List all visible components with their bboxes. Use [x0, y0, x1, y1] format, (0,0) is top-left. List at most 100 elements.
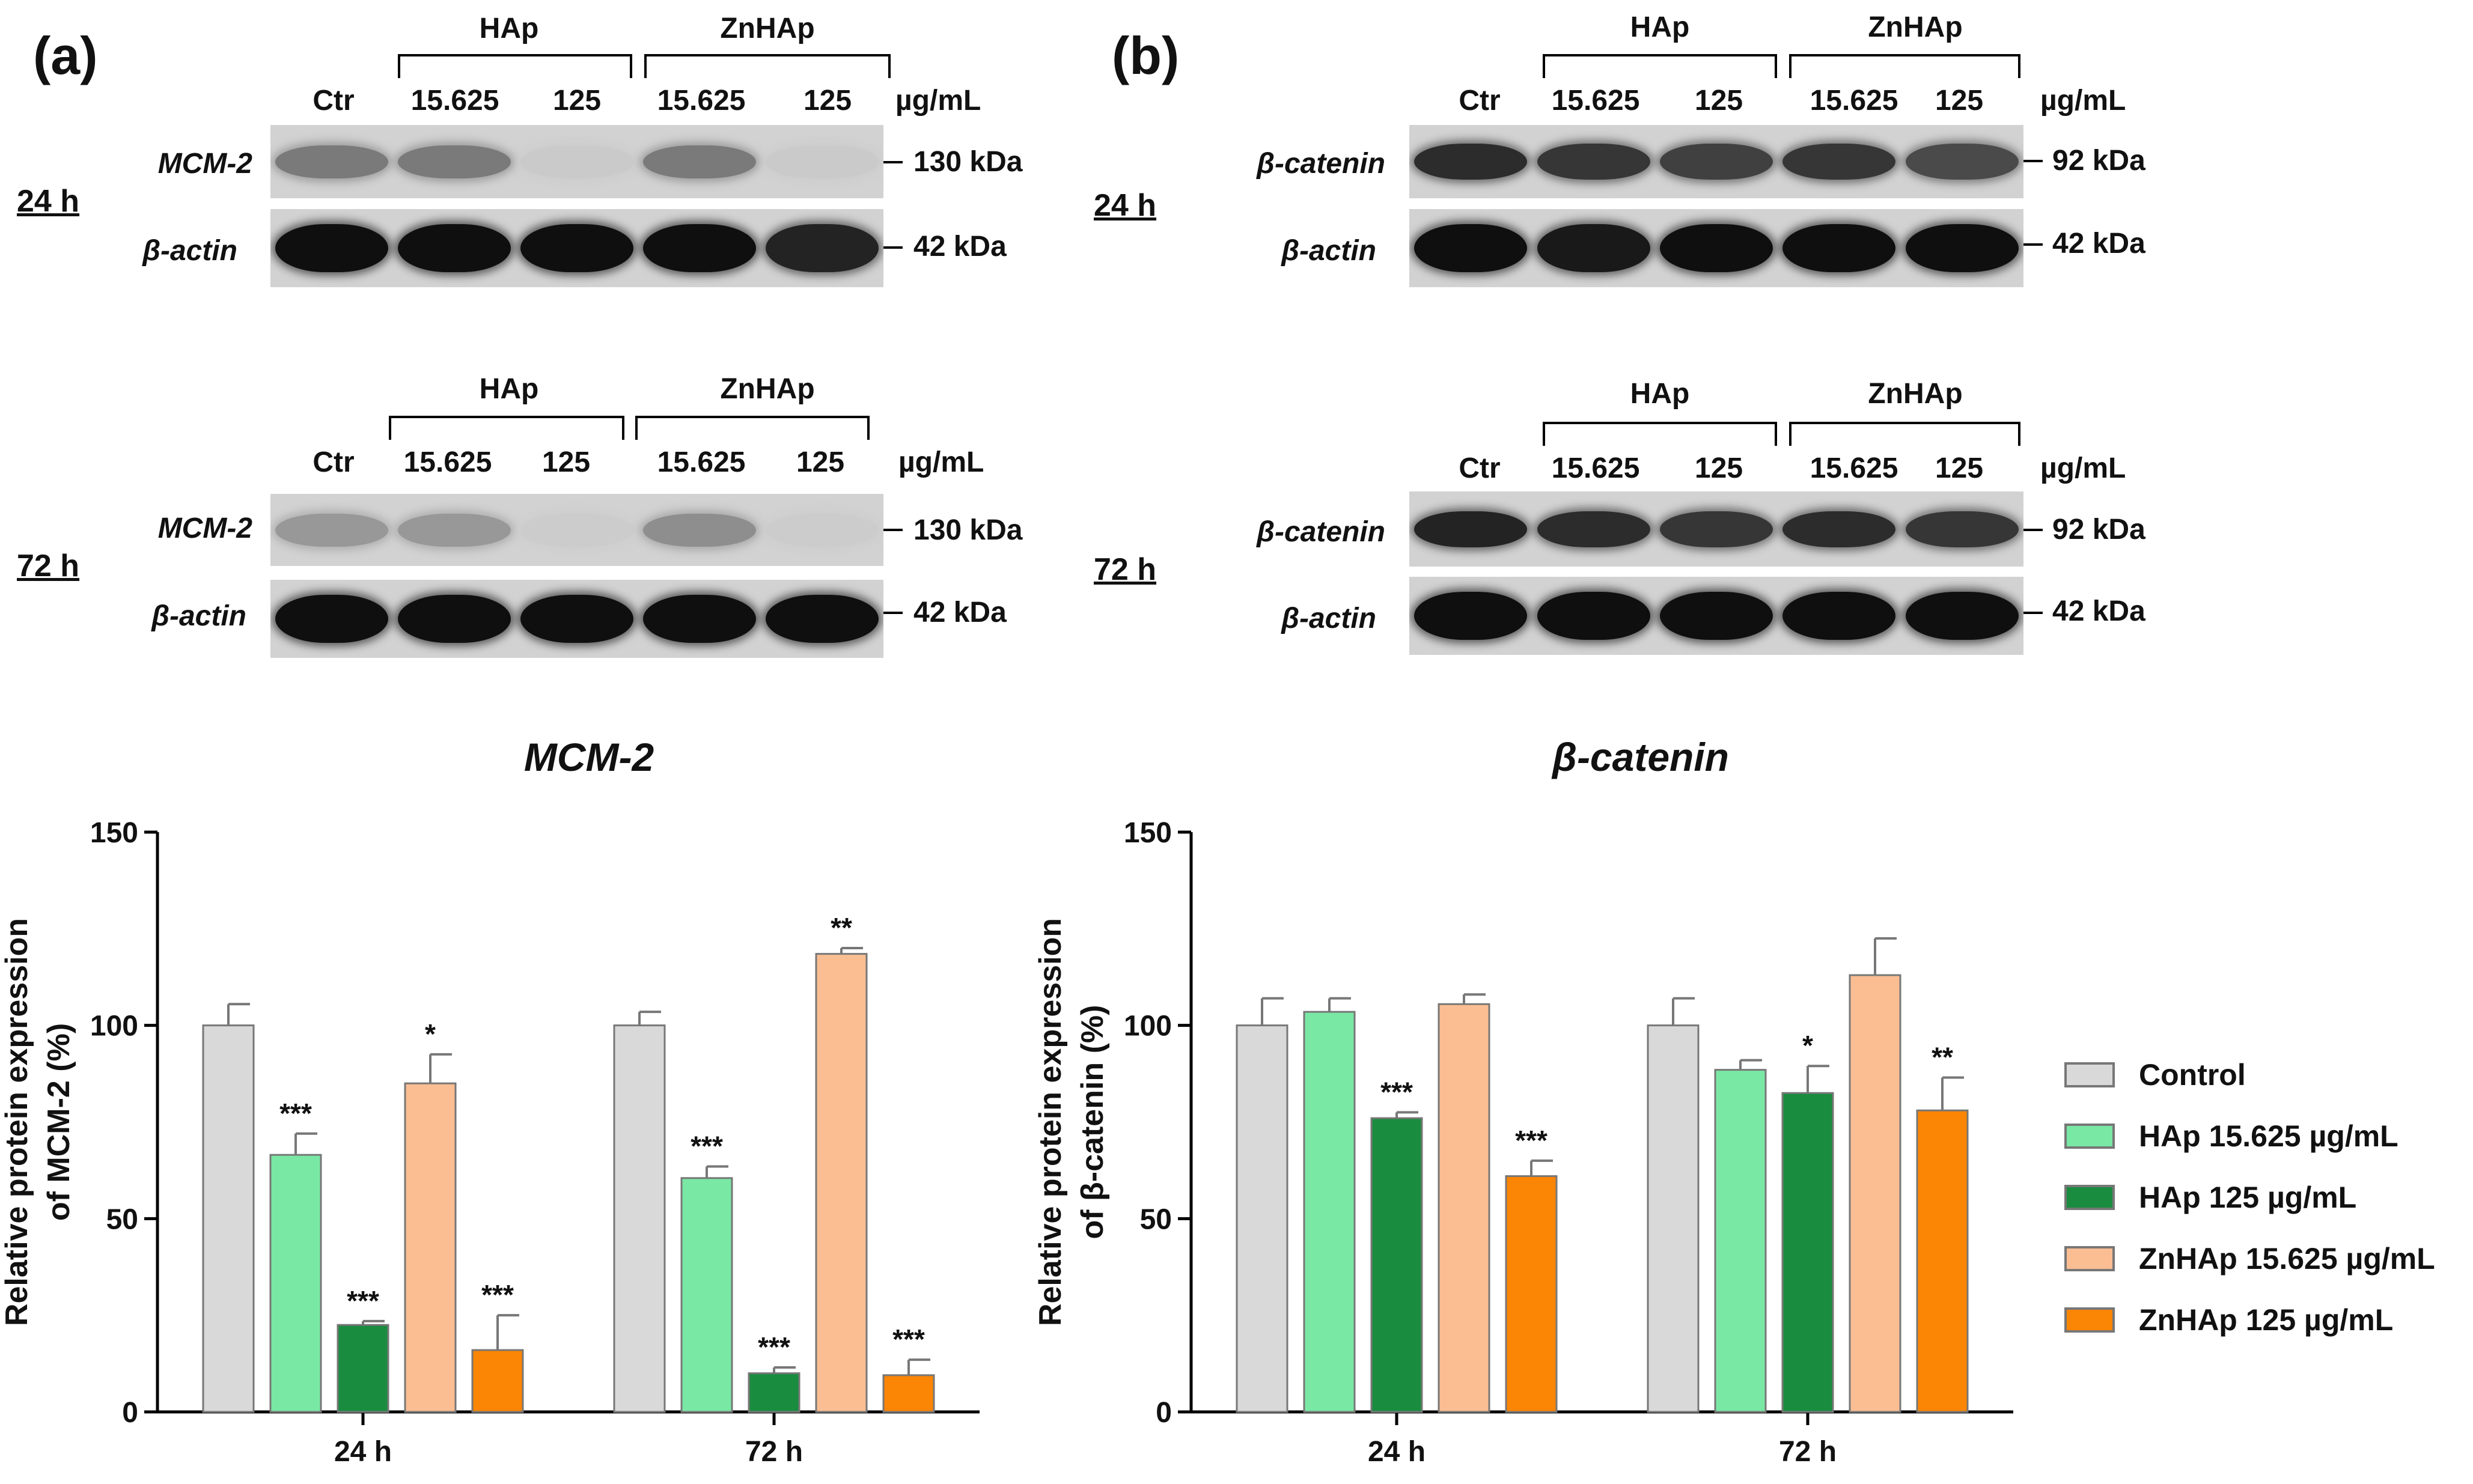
bar	[1438, 1003, 1490, 1413]
chart-title-beta-catenin: β-catenin	[1552, 735, 1729, 779]
group-label-znhap: ZnHAp	[720, 373, 815, 405]
bar	[748, 1372, 800, 1413]
lane-label-hap-high: 125	[1694, 452, 1743, 484]
kda-tick	[2023, 612, 2043, 614]
lane-label-ctr: Ctr	[313, 446, 355, 478]
loading-protein-label: β-actin	[1281, 603, 1376, 634]
significance-label: ***	[1515, 1125, 1548, 1156]
bar	[1370, 1117, 1423, 1413]
blot-loading	[1409, 209, 2023, 287]
group-bracket-znhap	[635, 416, 870, 440]
unit-label: µg/mL	[898, 446, 984, 478]
legend-swatch	[2064, 1124, 2115, 1149]
bar	[680, 1177, 733, 1413]
loading-protein-label: β-actin	[1281, 235, 1376, 267]
bar-chart-mcm2: Relative protein expression of MCM-2 (%) 0…	[0, 817, 980, 1468]
group-bracket-znhap	[644, 54, 891, 78]
blot-band	[1659, 144, 1773, 180]
blot-band	[1782, 511, 1896, 547]
significance-label: **	[1932, 1042, 1953, 1073]
legend-swatch	[2064, 1062, 2115, 1087]
blot-band	[643, 224, 756, 272]
y-axis-label-line: Relative protein expression	[1034, 918, 1068, 1326]
group-label-hap: HAp	[1630, 378, 1690, 410]
bar	[1781, 1092, 1834, 1413]
significance-label: ***	[892, 1324, 925, 1355]
blot-band	[1659, 592, 1773, 640]
blot-band	[1659, 224, 1773, 272]
blot-band	[275, 145, 388, 178]
x-tick-label: 24 h	[1368, 1436, 1426, 1468]
significance-label: ***	[758, 1331, 790, 1363]
blot-band	[1782, 224, 1896, 272]
legend-swatch	[2064, 1185, 2115, 1210]
target-protein-label: β-catenin	[1257, 516, 1385, 548]
y-tick-label: 50	[1140, 1203, 1172, 1235]
kda-tick	[2023, 243, 2043, 246]
kda-tick	[883, 529, 903, 531]
significance-label: **	[831, 912, 852, 943]
blot-band	[520, 224, 633, 272]
blot-band	[766, 513, 879, 547]
bar	[1505, 1175, 1558, 1413]
blot-target	[1409, 125, 2023, 198]
time-label: 72 h	[1094, 552, 1157, 587]
time-label: 24 h	[17, 184, 80, 219]
blot-band	[398, 513, 511, 547]
y-axis-label-line: of β-catenin (%)	[1075, 1005, 1110, 1239]
legend-item-hap-low: HAp 15.625 µg/mL	[2064, 1119, 2398, 1154]
bar	[815, 953, 868, 1413]
lane-label-ctr: Ctr	[1459, 85, 1501, 117]
bar	[1303, 1011, 1356, 1413]
blot-band	[1905, 144, 2019, 180]
kda-label-loading: 42 kDa	[913, 597, 1007, 628]
legend-label: HAp 125 µg/mL	[2139, 1181, 2357, 1214]
blot-band	[1414, 224, 1528, 272]
lane-label-ctr: Ctr	[313, 85, 355, 117]
lane-label-hap-high: 125	[541, 446, 591, 478]
blot-target	[270, 494, 883, 566]
significance-label: ***	[347, 1285, 379, 1316]
group-label-hap: HAp	[479, 13, 539, 44]
blot-band	[398, 595, 511, 643]
x-tick-label: 72 h	[745, 1436, 803, 1468]
target-protein-label: MCM-2	[157, 148, 252, 180]
lane-label-hap-high: 125	[1694, 85, 1743, 117]
group-label-hap: HAp	[479, 373, 539, 405]
blot-loading	[270, 209, 883, 287]
significance-label: *	[1802, 1030, 1813, 1061]
bar	[471, 1349, 524, 1413]
blot-band	[275, 595, 388, 643]
kda-label-loading: 42 kDa	[913, 231, 1007, 263]
group-bracket-hap	[1543, 422, 1777, 446]
blot-band	[1782, 592, 1896, 640]
blot-target	[270, 125, 883, 198]
lane-label-znhap-low: 15.625	[1810, 85, 1898, 117]
kda-label-target: 130 kDa	[913, 514, 1023, 546]
blot-band	[398, 145, 511, 178]
legend-label: ZnHAp 125 µg/mL	[2139, 1303, 2394, 1337]
blot-band	[1905, 511, 2019, 547]
chart-title-mcm2: MCM-2	[523, 735, 654, 779]
kda-label-target: 130 kDa	[913, 146, 1023, 178]
blot-band	[766, 224, 879, 272]
kda-tick	[2023, 529, 2043, 531]
blot-band	[1414, 511, 1528, 547]
blot-loading	[270, 580, 883, 658]
time-label: 72 h	[17, 549, 80, 583]
blot-band	[398, 224, 511, 272]
lane-label-znhap-high: 125	[1935, 85, 1984, 117]
blot-band	[766, 595, 879, 643]
significance-label: ***	[279, 1098, 312, 1129]
bar	[882, 1374, 935, 1413]
bar-chart-beta-catenin: Relative protein expression of β-catenin …	[1034, 817, 2013, 1468]
legend-label: Control	[2139, 1058, 2246, 1092]
group-label-hap: HAp	[1630, 11, 1690, 43]
blot-loading	[1409, 577, 2023, 655]
bar	[337, 1324, 389, 1413]
bar	[1647, 1024, 1700, 1413]
loading-protein-label: β-actin	[151, 600, 246, 632]
unit-label: µg/mL	[2040, 452, 2126, 484]
y-axis-label: Relative protein expression of MCM-2 (%)	[0, 918, 76, 1326]
y-axis-label-line: Relative protein expression	[0, 918, 34, 1326]
